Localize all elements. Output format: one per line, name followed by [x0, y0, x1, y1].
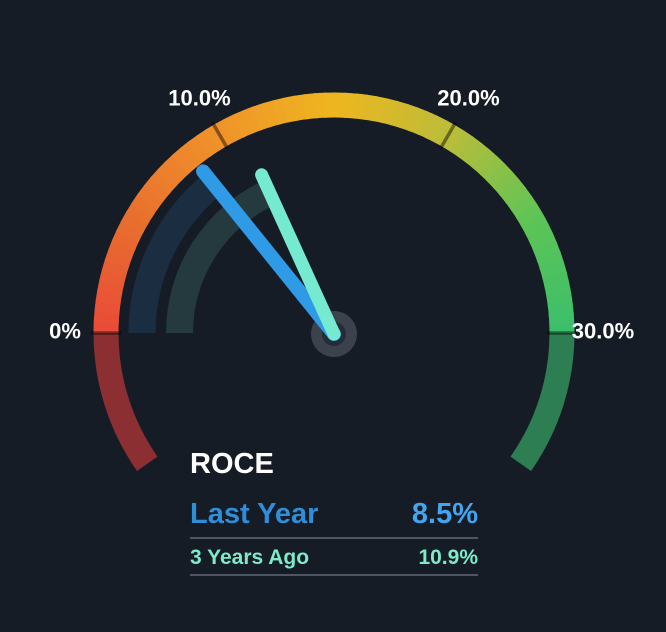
legend-value-3-years-ago: 10.9%	[418, 546, 478, 569]
legend-value-last-year: 8.5%	[411, 498, 478, 530]
legend-divider	[190, 574, 478, 576]
legend-divider	[190, 537, 478, 539]
gauge-legend: ROCE Last Year 8.5% 3 Years Ago 10.9%	[190, 447, 478, 576]
legend-label-3-years-ago: 3 Years Ago	[190, 546, 310, 569]
gauge-tick-label: 20.0%	[437, 86, 499, 111]
legend-row-3-years-ago: 3 Years Ago 10.9%	[190, 545, 478, 571]
gauge-under-min-arc	[93, 332, 158, 471]
track-arc-3-years-ago	[166, 180, 276, 334]
needle-3-years-ago	[255, 168, 341, 341]
gauge-over-max-arc	[510, 332, 575, 471]
gauge-tick	[438, 121, 458, 150]
gauge-tick	[210, 121, 230, 150]
needle-last-year	[196, 164, 341, 341]
legend-row-last-year: Last Year 8.5%	[190, 498, 478, 530]
chart-title: ROCE	[190, 448, 274, 480]
track-arc-last-year	[128, 173, 222, 334]
legend-label-last-year: Last Year	[190, 498, 319, 530]
gauge-tick-label: 30.0%	[572, 319, 634, 344]
gauge-tick-label: 0%	[49, 319, 81, 344]
gauge-tick-label: 10.0%	[168, 86, 230, 111]
